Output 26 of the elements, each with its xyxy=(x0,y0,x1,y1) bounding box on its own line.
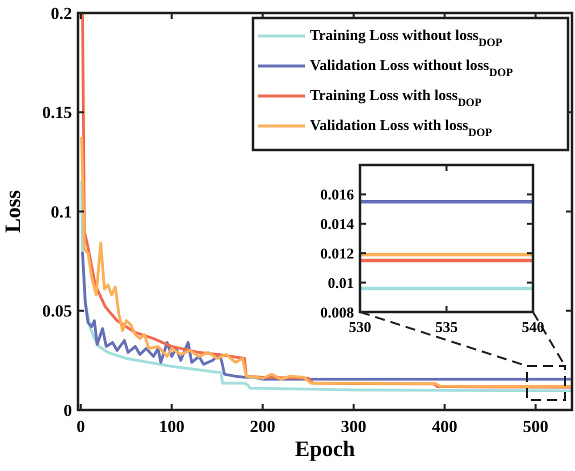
y-tick-label: 0.016 xyxy=(320,188,354,204)
legend-label: Validation Loss without loss$_{DOP}$ xyxy=(310,58,513,79)
y-tick-label: 0.01 xyxy=(328,276,354,292)
y-tick-label: 0.014 xyxy=(320,217,354,234)
y-tick-label: 0 xyxy=(64,400,72,420)
y-tick-label: 0.15 xyxy=(42,103,72,122)
y-tick-label: 0.2 xyxy=(50,4,72,23)
x-tick-label: 530 xyxy=(348,320,372,336)
legend-label: Validation Loss with loss$_{DOP}$ xyxy=(310,118,492,139)
x-tick-label: 200 xyxy=(250,417,276,436)
x-tick-label: 535 xyxy=(435,320,458,336)
y-tick-label: 0.008 xyxy=(320,305,354,322)
x-tick-label: 540 xyxy=(522,320,544,336)
y-tick-label: 0.1 xyxy=(50,202,72,222)
y-axis-title: Loss xyxy=(0,190,25,233)
x-tick-label: 400 xyxy=(432,417,458,436)
x-tick-label: 100 xyxy=(158,417,184,436)
y-tick-label: 0.012 xyxy=(320,246,354,262)
line-series xyxy=(80,136,572,388)
x-tick-label: 500 xyxy=(522,417,548,436)
y-tick-label: 0.05 xyxy=(42,302,72,321)
legend-label: Training Loss with loss$_{DOP}$ xyxy=(310,88,482,109)
x-axis-title: Epoch xyxy=(295,436,355,461)
x-tick-label: 300 xyxy=(340,417,366,436)
x-tick-label: 0 xyxy=(76,417,85,436)
legend-label: Training Loss without loss$_{DOP}$ xyxy=(310,28,502,49)
